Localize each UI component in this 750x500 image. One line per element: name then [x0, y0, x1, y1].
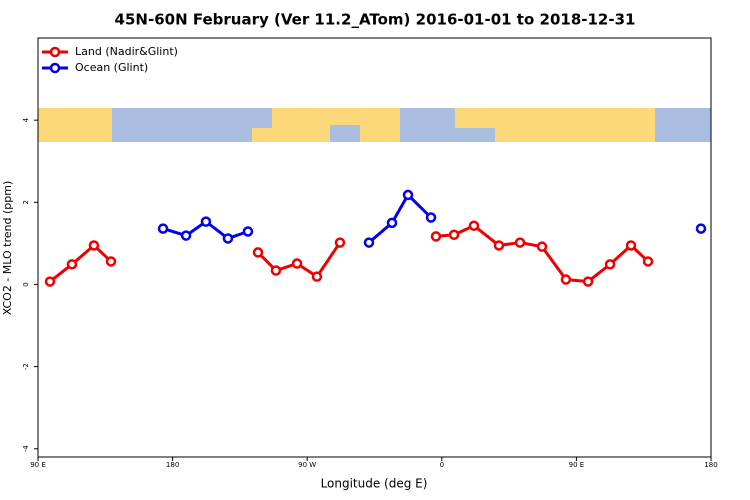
- y-tick-label: 4: [22, 117, 30, 122]
- x-tick-label: 90 E: [569, 461, 585, 469]
- data-point: [334, 237, 346, 248]
- y-tick-label: 2: [22, 200, 30, 204]
- y-tick-label: -4: [22, 445, 30, 453]
- map-ocean: [252, 108, 272, 128]
- data-point: [536, 241, 548, 252]
- legend-marker: [49, 62, 61, 74]
- plot-frame: [37, 37, 712, 458]
- map-ocean: [655, 108, 711, 142]
- legend-label: Land (Nadir&Glint): [75, 45, 178, 58]
- data-point: [291, 258, 303, 269]
- data-point: [604, 259, 616, 270]
- x-tick-label: 90 W: [298, 461, 316, 469]
- data-point: [66, 259, 78, 270]
- data-point: [386, 217, 398, 229]
- data-point: [493, 240, 505, 251]
- x-tick-label: 90 E: [30, 461, 46, 469]
- data-point: [270, 265, 282, 276]
- legend-label: Ocean (Glint): [75, 61, 148, 74]
- data-point: [448, 229, 460, 241]
- data-point: [222, 233, 234, 244]
- legend-marker: [49, 46, 61, 58]
- data-point: [430, 231, 442, 242]
- y-tick-label: 0: [22, 282, 30, 286]
- chart-title: 45N-60N February (Ver 11.2_ATom) 2016-01…: [115, 11, 636, 29]
- data-point: [560, 274, 572, 285]
- data-point: [88, 240, 100, 251]
- data-point: [200, 216, 212, 227]
- data-point: [105, 256, 117, 267]
- x-tick-label: 0: [440, 461, 444, 469]
- data-point: [695, 223, 707, 234]
- data-point: [625, 240, 637, 251]
- data-point: [642, 256, 654, 267]
- data-point: [425, 212, 437, 223]
- y-axis-label: XCO2 - MLO trend (ppm): [1, 181, 14, 316]
- x-tick-label: 180: [704, 461, 717, 469]
- map-ocean: [400, 108, 455, 142]
- data-point: [242, 226, 254, 237]
- y-tick-label: -2: [22, 363, 30, 370]
- map-ocean: [112, 108, 252, 142]
- map-ocean: [455, 128, 495, 142]
- data-point: [252, 247, 264, 258]
- x-axis-label: Longitude (deg E): [321, 477, 428, 491]
- map-band: [38, 108, 711, 142]
- data-point: [157, 223, 169, 234]
- data-point: [311, 271, 323, 282]
- series-line: [49, 223, 650, 284]
- data-point: [44, 276, 56, 287]
- x-tick-label: 180: [166, 461, 179, 469]
- legend: Land (Nadir&Glint) Ocean (Glint): [42, 45, 178, 74]
- data-point: [582, 276, 594, 287]
- data-point: [180, 230, 192, 241]
- data-point: [514, 237, 526, 248]
- data-point: [402, 189, 414, 201]
- data-point: [363, 237, 375, 248]
- map-ocean: [330, 125, 360, 142]
- data-point: [468, 220, 480, 231]
